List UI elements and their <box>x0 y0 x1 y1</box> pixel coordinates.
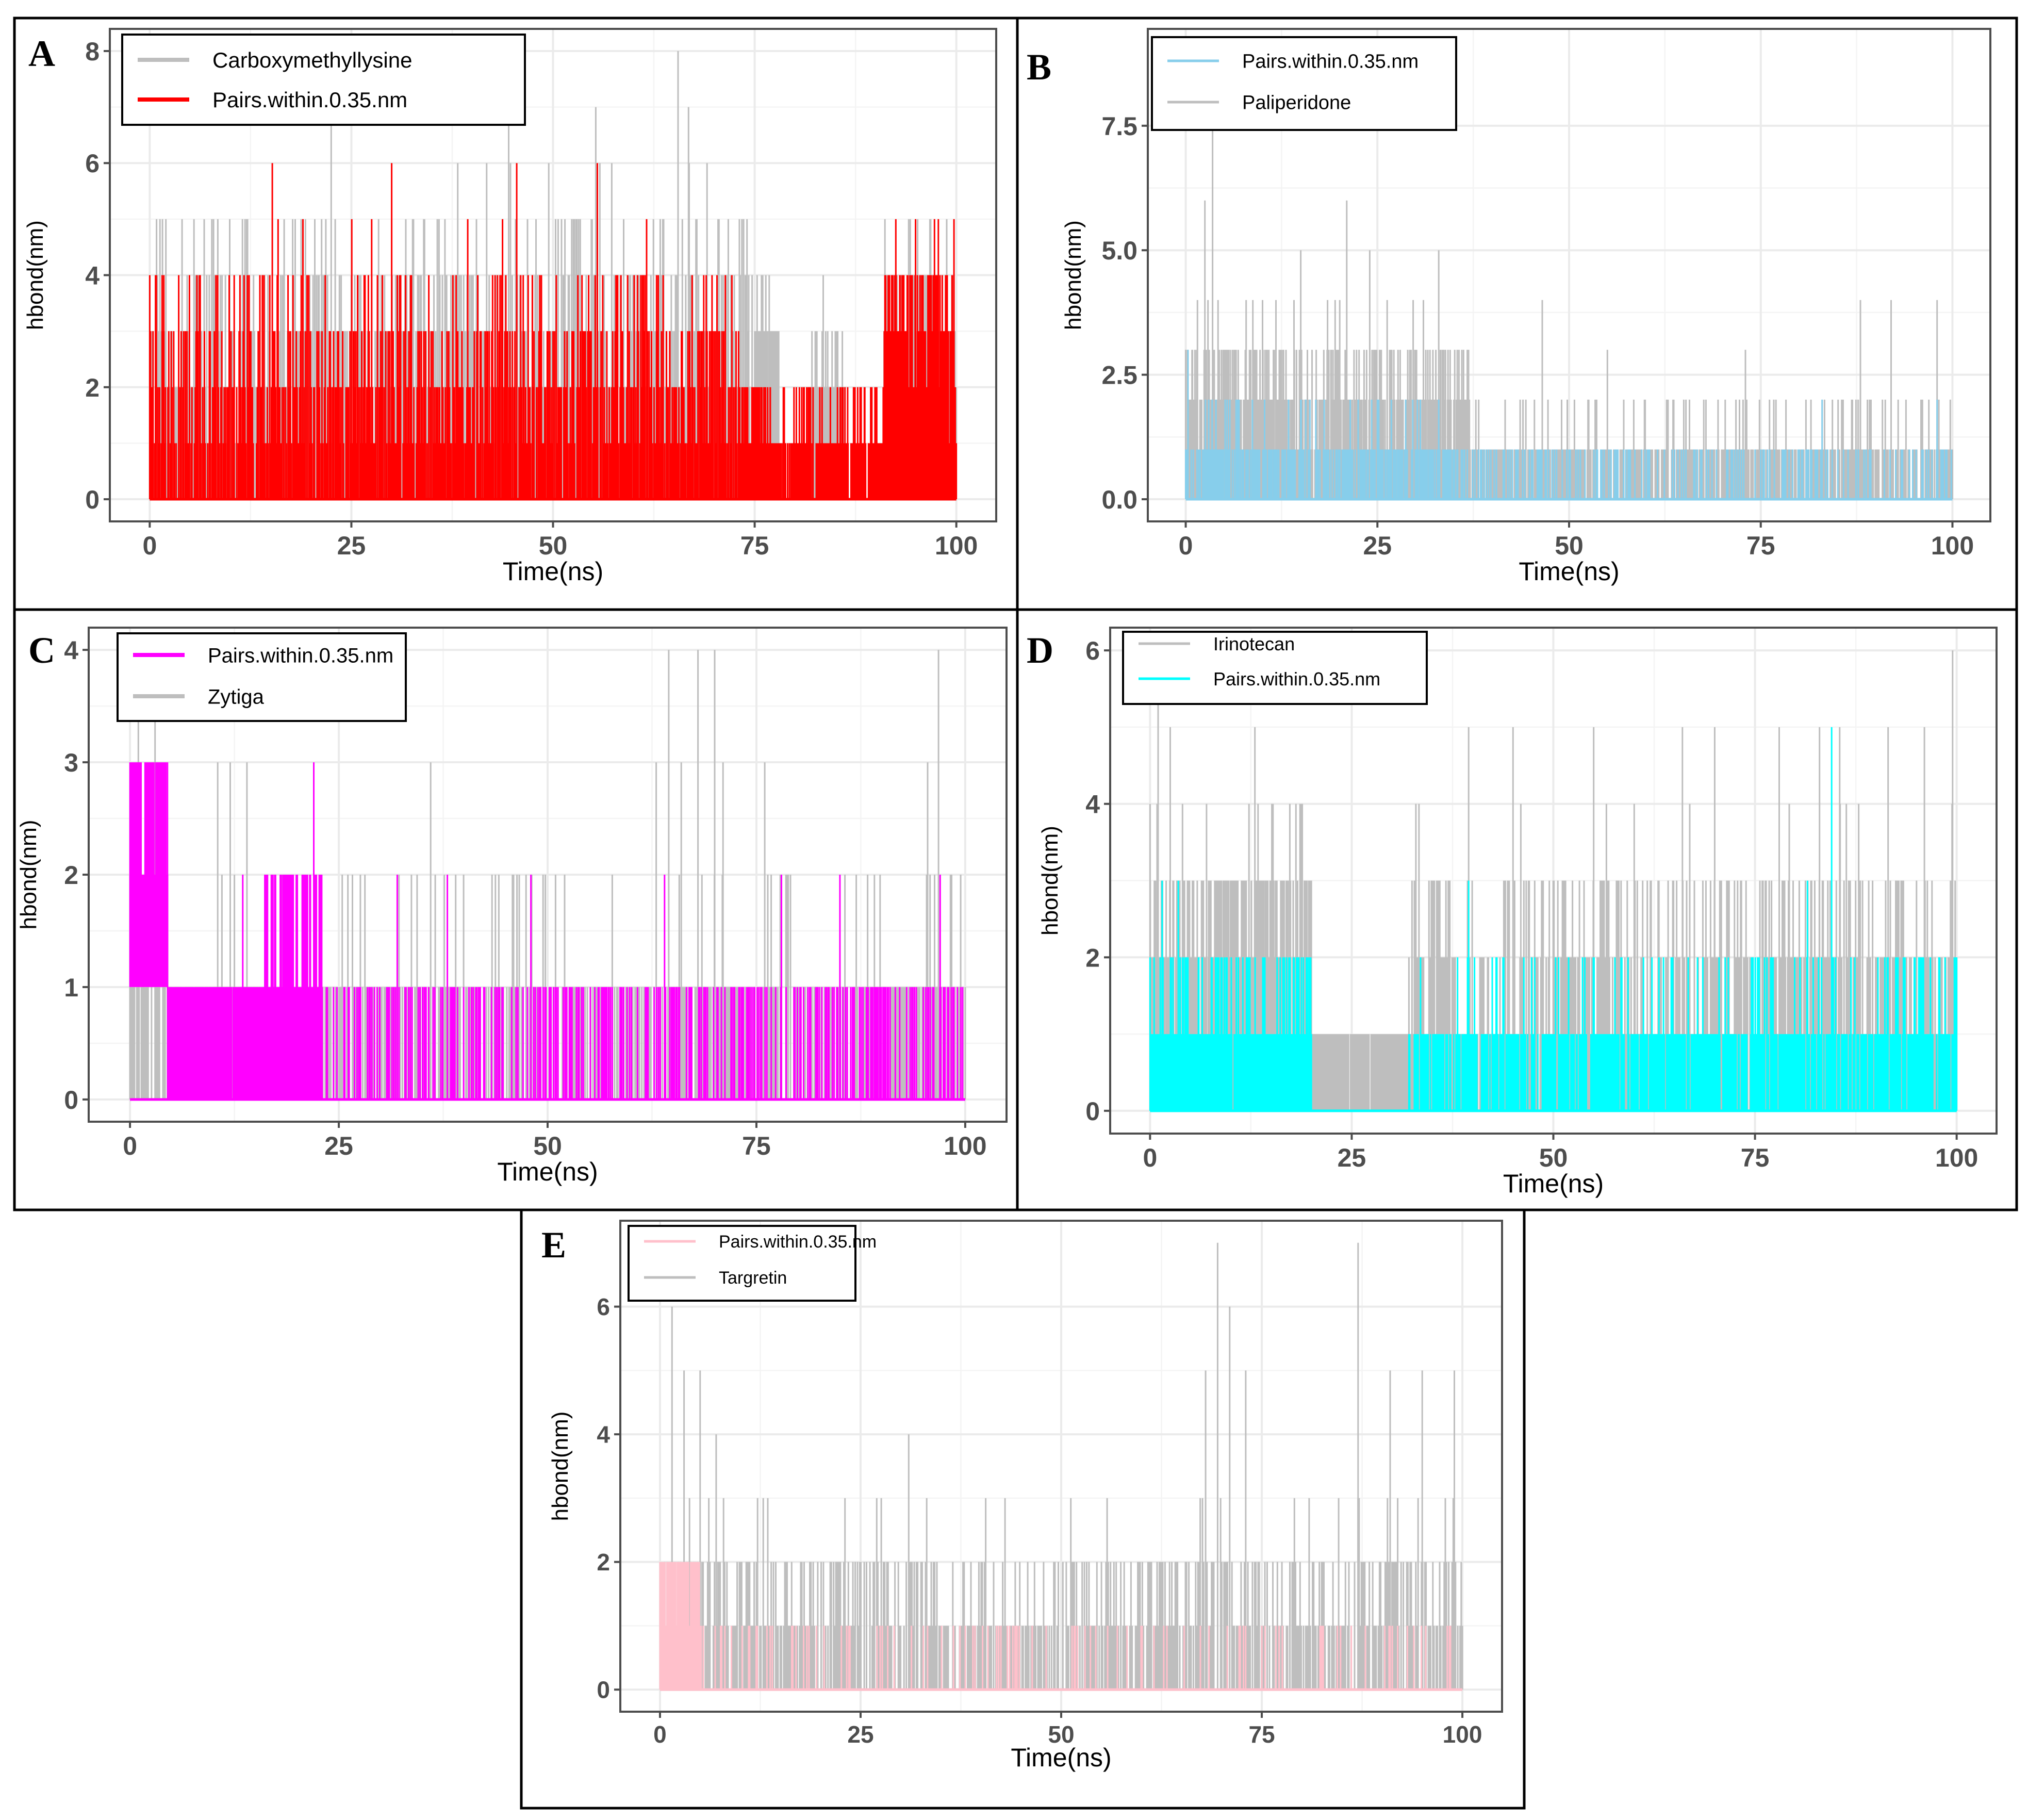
y-tick-label: 6 <box>85 149 100 178</box>
legend: Pairs.within.0.35.nm Zytiga <box>117 632 407 722</box>
legend-label: Pairs.within.0.35.nm <box>719 1232 877 1252</box>
panel-letter: E <box>541 1224 566 1266</box>
y-tick-label: 4 <box>64 636 78 665</box>
y-axis-title: hbond(nm) <box>16 820 41 930</box>
x-tick-label: 100 <box>935 531 978 560</box>
legend-label: Pairs.within.0.35.nm <box>208 644 393 667</box>
x-axis-title: Time(ns) <box>503 557 603 586</box>
x-tick-label: 0 <box>1143 1143 1157 1172</box>
x-tick-label: 50 <box>533 1132 562 1160</box>
series-pairs-within-0-35-nm <box>149 163 958 499</box>
x-tick-label: 25 <box>324 1132 353 1160</box>
legend-label: Targretin <box>719 1268 787 1288</box>
legend-label: Carboxymethyllysine <box>212 48 412 72</box>
y-tick-label: 2.5 <box>1101 361 1137 390</box>
x-tick-label: 75 <box>740 531 769 560</box>
panel-letter: A <box>28 33 55 74</box>
legend-label: Irinotecan <box>1213 633 1295 654</box>
x-tick-label: 75 <box>1741 1143 1770 1172</box>
y-tick-label: 1 <box>64 973 78 1002</box>
x-axis-title: Time(ns) <box>1519 557 1619 586</box>
y-tick-label: 4 <box>1085 790 1100 819</box>
y-tick-label: 8 <box>85 37 100 66</box>
y-tick-label: 2 <box>85 373 100 402</box>
panel-letter: B <box>1027 46 1051 88</box>
legend-label: Pairs.within.0.35.nm <box>1242 51 1419 73</box>
legend-label: Pairs.within.0.35.nm <box>212 88 407 112</box>
y-tick-label: 0.0 <box>1101 485 1137 514</box>
x-tick-label: 50 <box>1555 531 1584 560</box>
legend-box <box>117 632 407 722</box>
x-tick-label: 100 <box>1931 531 1974 560</box>
x-tick-label: 25 <box>1338 1143 1366 1172</box>
y-tick-label: 0 <box>85 485 100 514</box>
y-axis-title: hbond(nm) <box>548 1412 573 1521</box>
panel-letter: D <box>1027 630 1053 671</box>
legend-label: Zytiga <box>208 685 265 708</box>
y-tick-label: 6 <box>597 1293 610 1320</box>
x-tick-label: 100 <box>944 1132 986 1160</box>
y-tick-label: 2 <box>1085 943 1100 972</box>
y-tick-label: 4 <box>597 1421 610 1448</box>
x-tick-label: 50 <box>1539 1143 1568 1172</box>
x-tick-label: 50 <box>1048 1721 1074 1748</box>
x-tick-label: 25 <box>1363 531 1392 560</box>
y-axis-title: hbond(nm) <box>1061 220 1086 330</box>
x-tick-label: 0 <box>653 1721 667 1748</box>
legend-box <box>1151 36 1457 131</box>
series-pairs-within-0-35-nm <box>1149 727 1958 1111</box>
x-tick-label: 0 <box>123 1132 137 1160</box>
y-tick-label: 2 <box>597 1549 610 1576</box>
panel-a: 0 25 50 75 100 0 2 4 6 8 Time(ns) hbond(nm) A Carboxy… <box>13 17 1019 611</box>
y-tick-label: 7.5 <box>1101 112 1137 141</box>
panel-d: 0 25 50 75 100 0 2 4 6 Time(ns) hbond(nm) D Irinotec… <box>1016 608 2018 1211</box>
y-tick-label: 0 <box>597 1677 610 1703</box>
x-tick-label: 25 <box>847 1721 873 1748</box>
x-tick-label: 0 <box>1179 531 1193 560</box>
y-tick-label: 0 <box>64 1086 78 1114</box>
y-tick-label: 3 <box>64 748 78 777</box>
y-tick-label: 6 <box>1085 636 1100 665</box>
x-tick-label: 0 <box>142 531 157 560</box>
x-tick-label: 25 <box>337 531 366 560</box>
y-axis-title: hbond(nm) <box>23 220 48 330</box>
series-pairs-within-0-35-nm <box>129 762 964 1100</box>
x-axis-title: Time(ns) <box>1011 1743 1111 1772</box>
legend-label: Paliperidone <box>1242 92 1351 114</box>
x-tick-label: 100 <box>1443 1721 1482 1748</box>
series-pairs-within-0-35-nm <box>659 1562 1452 1690</box>
x-tick-label: 100 <box>1935 1143 1978 1172</box>
legend-label: Pairs.within.0.35.nm <box>1213 668 1380 690</box>
x-tick-label: 50 <box>539 531 568 560</box>
panel-e: 0 25 50 75 100 0 2 4 6 Time(ns) hbond(nm) E Pairs.wi… <box>520 1208 1526 1810</box>
legend-box <box>121 34 526 126</box>
x-axis-title: Time(ns) <box>497 1157 598 1186</box>
y-axis-title: hbond(nm) <box>1037 826 1063 936</box>
panel-border <box>520 1208 1526 1810</box>
x-tick-label: 75 <box>1248 1721 1275 1748</box>
panel-letter: C <box>28 630 55 671</box>
y-tick-label: 2 <box>64 861 78 890</box>
legend: Pairs.within.0.35.nm Targretin <box>628 1225 877 1302</box>
panel-b: 0 25 50 75 100 0.0 2.5 5.0 7.5 Time(ns) hbond(nm) B… <box>1016 17 2018 611</box>
panel-c: 0 25 50 75 100 0 1 2 3 4 Time(ns) hbond(nm) C Pairs.w… <box>13 608 1019 1211</box>
legend-box <box>628 1225 856 1302</box>
y-tick-label: 0 <box>1085 1097 1100 1126</box>
legend: Carboxymethyllysine Pairs.within.0.35.nm <box>121 34 526 126</box>
legend: Irinotecan Pairs.within.0.35.nm <box>1122 631 1428 705</box>
x-tick-label: 75 <box>742 1132 771 1160</box>
x-tick-label: 75 <box>1746 531 1775 560</box>
legend: Pairs.within.0.35.nm Paliperidone <box>1151 36 1457 131</box>
y-tick-label: 4 <box>85 261 100 290</box>
series-pairs-within-0-35-nm <box>1185 350 1952 499</box>
y-tick-label: 5.0 <box>1101 236 1137 265</box>
x-axis-title: Time(ns) <box>1503 1169 1604 1198</box>
